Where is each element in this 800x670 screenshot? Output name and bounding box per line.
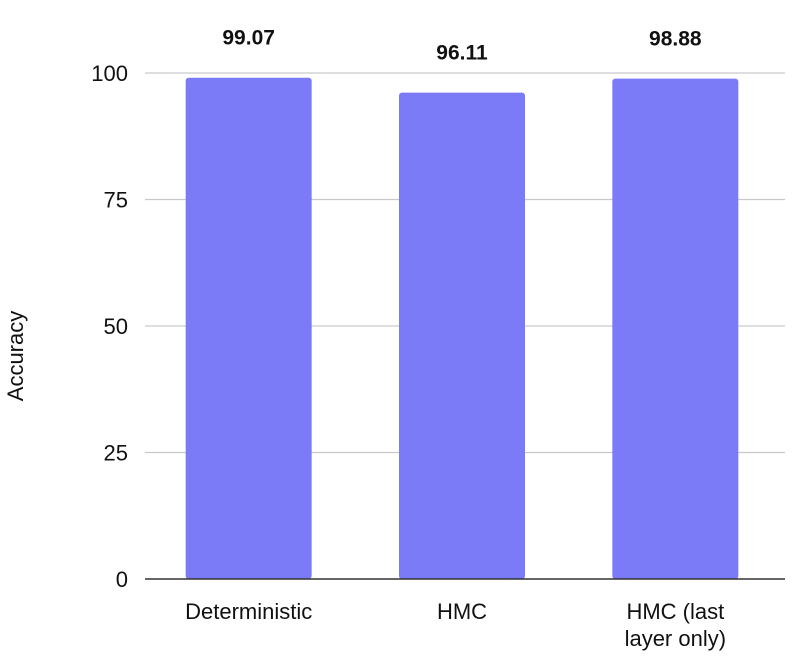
x-axis-ticks: Deterministic HMC HMC (last layer only): [185, 599, 726, 651]
y-axis-ticks: 0 25 50 75 100: [91, 61, 128, 592]
y-tick-label: 75: [104, 188, 128, 213]
bars: [185, 77, 739, 579]
bar: [612, 78, 739, 579]
y-tick-label: 50: [104, 314, 128, 339]
x-tick-label: HMC (last layer only): [625, 599, 726, 651]
x-tick-label-line: HMC (last: [626, 599, 724, 624]
y-axis-title: Accuracy: [3, 311, 28, 401]
y-tick-label: 0: [116, 567, 128, 592]
data-label: 99.07: [222, 27, 275, 50]
x-tick-label-line: layer only): [625, 626, 726, 651]
bar: [185, 77, 312, 579]
x-tick-label: Deterministic: [185, 599, 312, 624]
x-tick-label-line: HMC: [437, 599, 487, 624]
data-label: 96.11: [436, 42, 488, 65]
y-tick-label: 25: [104, 441, 128, 466]
y-tick-label: 100: [91, 61, 128, 86]
x-tick-label: HMC: [437, 599, 487, 624]
x-tick-label-line: Deterministic: [185, 599, 312, 624]
bar: [399, 92, 525, 579]
data-labels: 99.07 96.11 98.88: [222, 27, 702, 65]
data-label: 98.88: [649, 28, 702, 51]
